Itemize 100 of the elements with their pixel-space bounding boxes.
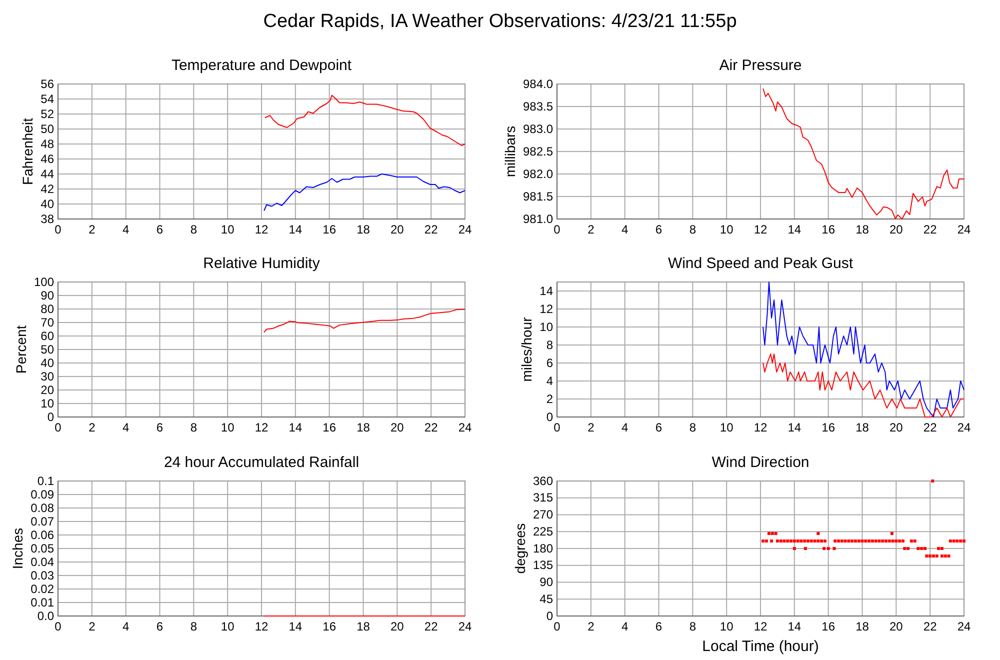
x-tick-label: 24	[458, 420, 472, 435]
y-tick-label: 360	[532, 474, 554, 488]
x-tick-label: 8	[689, 620, 696, 634]
x-tick-label: 12	[754, 420, 768, 435]
y-tick-label: 10	[40, 396, 54, 410]
x-tick-label: 24	[957, 222, 971, 237]
x-tick-label: 10	[220, 222, 235, 237]
x-axis-title: Local Time (hour)	[702, 638, 819, 655]
x-tick-label: 16	[322, 620, 336, 634]
y-axis-title: degrees	[512, 523, 528, 574]
x-tick-label: 2	[588, 222, 595, 237]
x-tick-label: 4	[621, 620, 628, 634]
x-tick-label: 20	[390, 222, 404, 237]
x-tick-label: 6	[156, 420, 164, 435]
x-tick-label: 4	[122, 620, 130, 634]
y-tick-label: 38	[40, 212, 54, 226]
y-tick-label: 70	[40, 315, 54, 330]
x-tick-label: 12	[254, 420, 268, 435]
y-tick-label: 983.5	[522, 99, 554, 114]
x-tick-label: 16	[322, 222, 336, 237]
x-tick-label: 18	[356, 620, 370, 634]
line-series	[264, 174, 466, 212]
y-tick-label: 90	[540, 575, 554, 590]
x-tick-label: 2	[88, 420, 96, 435]
y-tick-label: 0	[546, 410, 554, 424]
y-tick-label: 60	[40, 328, 54, 343]
y-tick-label: 0.04	[30, 554, 54, 569]
y-tick-label: 270	[532, 508, 554, 522]
y-tick-label: 0	[47, 410, 54, 424]
x-tick-label: 24	[458, 222, 472, 237]
y-tick-label: 981.5	[522, 189, 554, 204]
x-tick-label: 20	[889, 222, 904, 237]
y-tick-label: 180	[532, 541, 554, 556]
x-tick-label: 18	[856, 222, 870, 237]
y-tick-label: 0.03	[30, 568, 54, 582]
x-tick-label: 18	[856, 620, 870, 634]
x-tick-label: 22	[424, 620, 438, 634]
x-tick-label: 22	[923, 620, 938, 634]
x-tick-label: 24	[458, 620, 472, 634]
x-tick-label: 10	[220, 420, 235, 435]
y-tick-label: 10	[540, 320, 554, 334]
x-tick-label: 16	[822, 620, 836, 634]
x-tick-label: 8	[689, 420, 696, 435]
y-tick-label: 44	[40, 166, 54, 181]
y-axis-title: millibars	[502, 126, 518, 178]
y-axis-title: miles/hour	[518, 316, 535, 382]
x-tick-label: 16	[322, 420, 336, 435]
y-tick-label: 0.06	[30, 528, 54, 542]
chart-title: 24 hour Accumulated Rainfall	[164, 454, 360, 471]
x-tick-label: 10	[720, 620, 734, 634]
x-tick-label: 14	[288, 420, 302, 435]
line-series	[762, 354, 964, 418]
x-tick-label: 10	[220, 620, 235, 634]
x-tick-label: 6	[156, 222, 164, 237]
x-tick-label: 10	[720, 420, 734, 435]
y-tick-label: 225	[532, 524, 554, 538]
y-tick-label: 0.1	[37, 474, 54, 488]
y-axis-title: Fahrenheit	[20, 118, 36, 185]
y-tick-label: 40	[40, 356, 54, 370]
y-tick-label: 48	[40, 136, 54, 151]
y-tick-label: 40	[40, 196, 54, 211]
x-tick-label: 20	[390, 420, 404, 435]
x-tick-label: 22	[923, 420, 938, 435]
x-tick-label: 20	[390, 620, 404, 634]
x-tick-label: 16	[822, 420, 836, 435]
y-axis-title: Inches	[10, 528, 26, 570]
y-tick-label: 0.01	[30, 595, 54, 610]
y-tick-label: 981.0	[522, 212, 554, 226]
x-tick-label: 12	[754, 620, 768, 634]
x-tick-label: 8	[190, 620, 198, 634]
x-tick-label: 22	[424, 420, 438, 435]
x-tick-label: 10	[720, 222, 734, 237]
y-tick-label: 50	[40, 122, 54, 136]
x-tick-label: 14	[788, 222, 802, 237]
y-tick-label: 135	[532, 558, 554, 572]
y-tick-label: 4	[546, 374, 554, 388]
x-tick-label: 18	[356, 222, 370, 237]
x-tick-label: 14	[788, 420, 802, 435]
y-tick-label: 984.0	[522, 76, 554, 91]
x-tick-label: 12	[754, 222, 768, 237]
y-tick-label: 0.05	[30, 541, 54, 556]
line-series	[762, 88, 964, 220]
x-tick-label: 2	[88, 620, 96, 634]
text: Cedar Rapids, IA Weather Observations: 4/23/21 11:55p	[263, 11, 737, 32]
y-tick-label: 30	[40, 369, 54, 384]
y-tick-label: 315	[532, 490, 554, 505]
x-tick-label: 22	[424, 222, 438, 237]
y-tick-label: 6	[546, 356, 554, 370]
y-tick-label: 982.0	[522, 166, 554, 181]
x-tick-label: 4	[621, 420, 628, 435]
x-tick-label: 12	[254, 222, 268, 237]
y-tick-label: 20	[40, 382, 54, 397]
y-tick-label: 56	[40, 76, 54, 91]
x-tick-label: 2	[588, 620, 595, 634]
x-tick-label: 24	[957, 420, 971, 435]
x-tick-label: 8	[190, 222, 198, 237]
x-tick-label: 8	[190, 420, 198, 435]
y-tick-label: 54	[40, 92, 54, 106]
y-tick-label: 52	[40, 106, 54, 121]
y-tick-label: 0	[546, 608, 554, 623]
